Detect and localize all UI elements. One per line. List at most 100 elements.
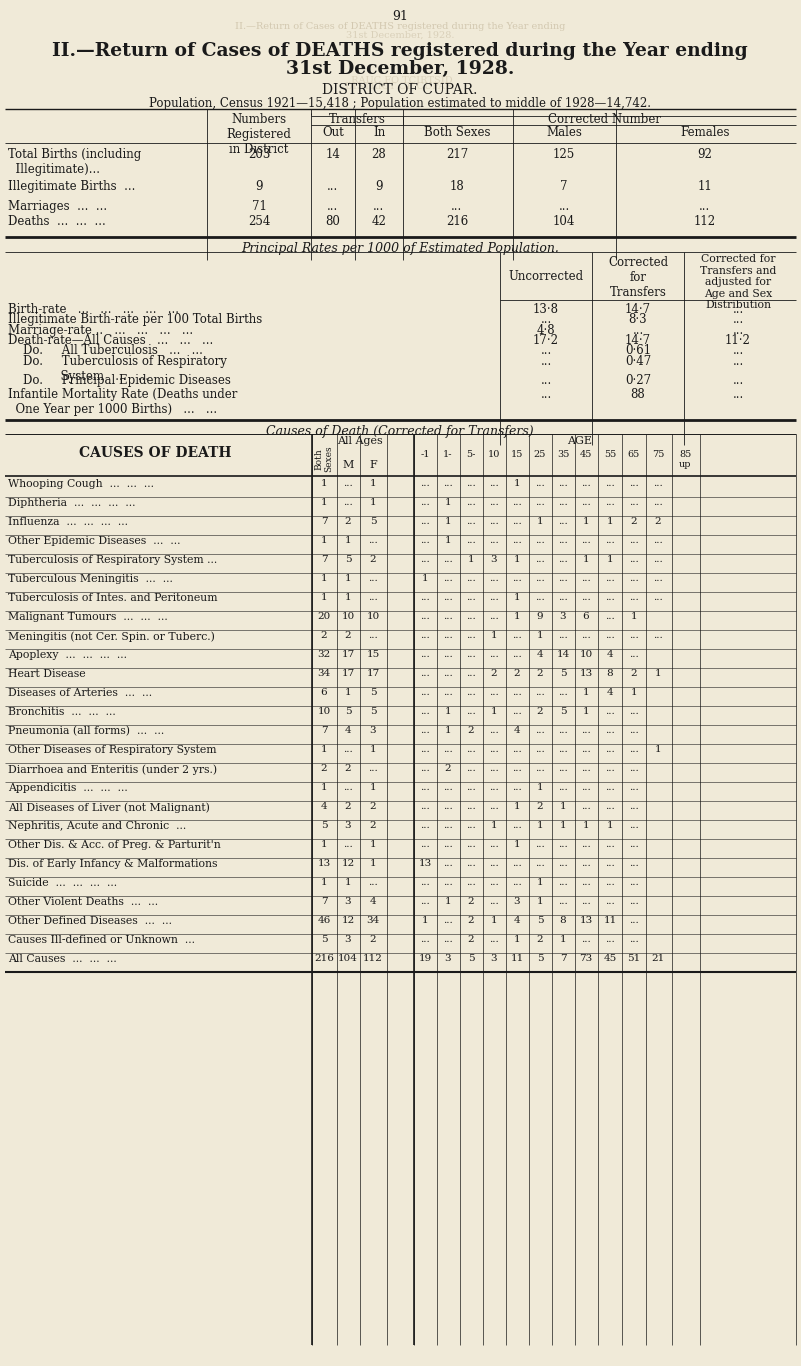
Text: ...: ...: [443, 612, 453, 622]
Text: ...: ...: [535, 593, 545, 602]
Text: 45: 45: [580, 449, 592, 459]
Text: ...: ...: [732, 374, 743, 387]
Text: 92: 92: [698, 148, 712, 161]
Text: ...: ...: [535, 535, 545, 545]
Text: ...: ...: [489, 859, 499, 867]
Text: Other Diseases of Respiratory System: Other Diseases of Respiratory System: [8, 744, 216, 755]
Text: 13: 13: [579, 669, 593, 678]
Text: 2: 2: [370, 821, 376, 831]
Text: 34: 34: [366, 917, 380, 925]
Text: 1-: 1-: [443, 449, 453, 459]
Text: ...: ...: [581, 878, 591, 887]
Text: 17: 17: [341, 669, 355, 678]
Text: Do.     Principal Epidemic Diseases: Do. Principal Epidemic Diseases: [8, 374, 231, 387]
Text: 4: 4: [370, 897, 376, 906]
Text: ...: ...: [605, 802, 615, 811]
Text: 5: 5: [560, 708, 566, 716]
Text: ...: ...: [421, 555, 430, 564]
Text: 9: 9: [375, 180, 383, 193]
Text: 2: 2: [468, 917, 474, 925]
Text: Total Births (including
  Illegitimate)...: Total Births (including Illegitimate)...: [8, 148, 141, 176]
Text: ...: ...: [558, 593, 568, 602]
Text: ...: ...: [368, 574, 378, 583]
Text: 1: 1: [320, 878, 328, 887]
Text: 1: 1: [630, 688, 638, 697]
Text: Diseases of Arteries  ...  ...: Diseases of Arteries ... ...: [8, 688, 152, 698]
Text: 2: 2: [468, 725, 474, 735]
Text: ...: ...: [605, 878, 615, 887]
Text: ...: ...: [558, 744, 568, 754]
Text: ...: ...: [368, 764, 378, 773]
Text: 11: 11: [603, 917, 617, 925]
Text: 1: 1: [370, 859, 376, 867]
Text: ...: ...: [368, 631, 378, 641]
Text: 10: 10: [317, 708, 331, 716]
Text: ...: ...: [629, 840, 639, 850]
Text: ...: ...: [629, 593, 639, 602]
Text: ...: ...: [605, 859, 615, 867]
Text: 0·47: 0·47: [625, 355, 651, 367]
Text: ...: ...: [466, 650, 476, 658]
Text: ...: ...: [343, 499, 353, 507]
Text: Nephritis, Acute and Chronic  ...: Nephritis, Acute and Chronic ...: [8, 821, 187, 831]
Text: Both
Sexes: Both Sexes: [314, 445, 334, 473]
Text: 2: 2: [344, 764, 352, 773]
Text: Other Defined Diseases  ...  ...: Other Defined Diseases ... ...: [8, 917, 172, 926]
Text: 1: 1: [320, 499, 328, 507]
Text: Birth-rate   ...   ...   ...   ...   ...: Birth-rate ... ... ... ... ...: [8, 303, 179, 316]
Text: ...: ...: [489, 897, 499, 906]
Text: ...: ...: [489, 612, 499, 622]
Text: 35: 35: [557, 449, 570, 459]
Text: ...: ...: [343, 744, 353, 754]
Text: 4: 4: [606, 688, 614, 697]
Text: 1: 1: [370, 783, 376, 792]
Text: ...: ...: [466, 744, 476, 754]
Text: ...: ...: [732, 313, 743, 326]
Text: 14·7: 14·7: [625, 303, 651, 316]
Text: ...: ...: [581, 764, 591, 773]
Text: ...: ...: [581, 744, 591, 754]
Text: ...: ...: [581, 802, 591, 811]
Text: ...: ...: [558, 840, 568, 850]
Text: 3: 3: [491, 555, 497, 564]
Text: 6: 6: [320, 688, 328, 697]
Text: ...: ...: [581, 593, 591, 602]
Text: ...: ...: [443, 783, 453, 792]
Text: 7: 7: [320, 725, 328, 735]
Text: Tuberculosis of Respiratory System ...: Tuberculosis of Respiratory System ...: [8, 555, 217, 566]
Text: ...: ...: [629, 917, 639, 925]
Text: ...: ...: [512, 535, 522, 545]
Text: ...: ...: [343, 840, 353, 850]
Text: 2: 2: [445, 764, 451, 773]
Text: 5: 5: [537, 917, 543, 925]
Text: ...: ...: [629, 535, 639, 545]
Text: 1: 1: [320, 479, 328, 488]
Text: 1: 1: [320, 840, 328, 850]
Text: Apoplexy  ...  ...  ...  ...: Apoplexy ... ... ... ...: [8, 650, 127, 660]
Text: 1: 1: [582, 555, 590, 564]
Text: ...: ...: [421, 612, 430, 622]
Text: 1: 1: [320, 783, 328, 792]
Text: 42: 42: [372, 214, 386, 228]
Text: ...: ...: [535, 725, 545, 735]
Text: 1: 1: [445, 499, 451, 507]
Text: ...: ...: [629, 708, 639, 716]
Text: ...: ...: [581, 631, 591, 641]
Text: ...: ...: [535, 840, 545, 850]
Text: Death-rate—All Causes   ...   ...   ...: Death-rate—All Causes ... ... ...: [8, 335, 213, 347]
Text: 9: 9: [537, 612, 543, 622]
Text: ...: ...: [443, 593, 453, 602]
Text: Illegitimate Birth-rate per 100 Total Births: Illegitimate Birth-rate per 100 Total Bi…: [8, 313, 262, 326]
Text: ...: ...: [605, 725, 615, 735]
Text: 2: 2: [537, 669, 543, 678]
Text: ...: ...: [512, 764, 522, 773]
Text: 1: 1: [582, 516, 590, 526]
Text: ...: ...: [343, 479, 353, 488]
Text: 1: 1: [630, 612, 638, 622]
Text: 32: 32: [317, 650, 331, 658]
Text: 20: 20: [317, 612, 331, 622]
Text: 8: 8: [606, 669, 614, 678]
Text: 3: 3: [344, 934, 352, 944]
Text: 1: 1: [582, 688, 590, 697]
Text: .RAUC FO TCIRTSID: .RAUC FO TCIRTSID: [348, 76, 453, 85]
